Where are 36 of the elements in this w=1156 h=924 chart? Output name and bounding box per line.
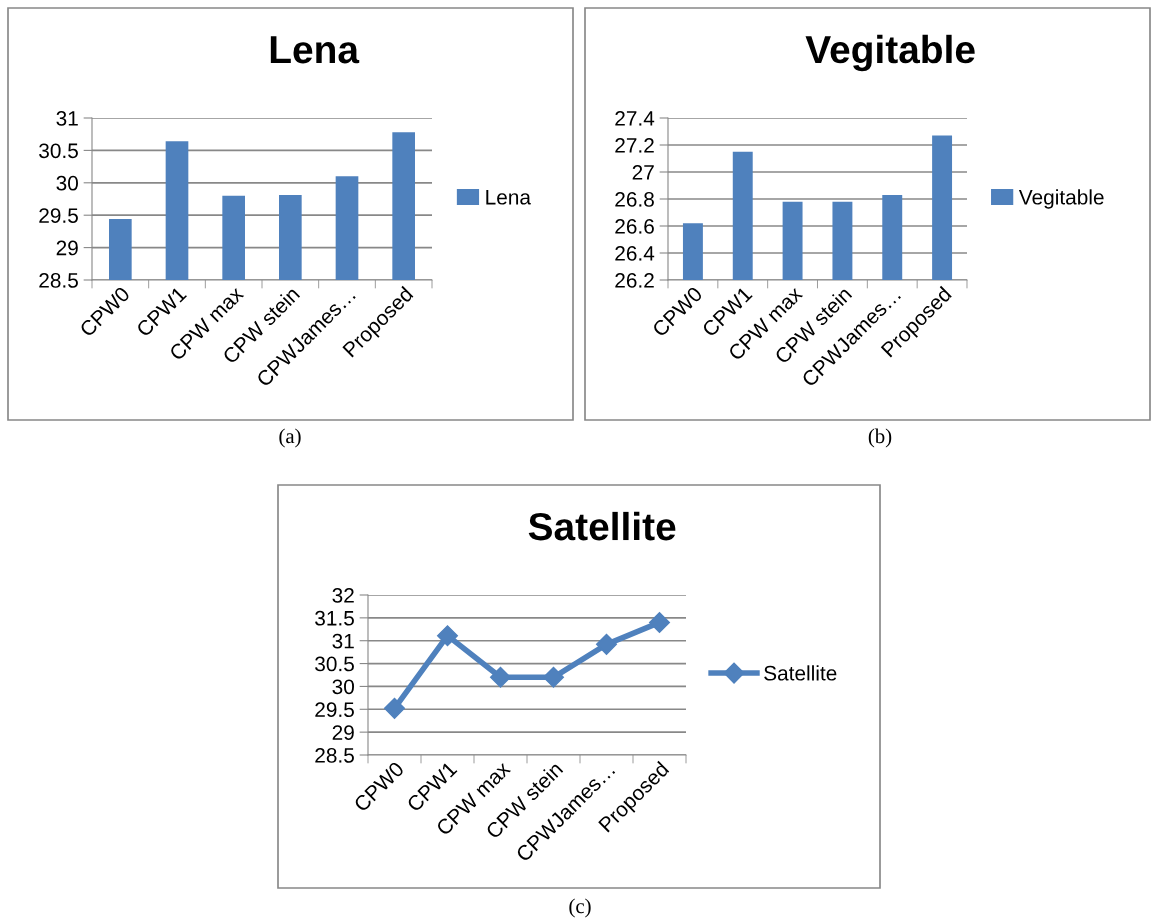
- y-tick-label: 29.5: [39, 208, 78, 223]
- chart-title: Vegitable: [805, 34, 975, 72]
- legend-label: Lena: [486, 190, 531, 205]
- y-tick-label: 28.5: [39, 273, 78, 288]
- y-tick-label: 26.8: [615, 192, 654, 207]
- legend-label: Satellite: [764, 665, 837, 681]
- text: (a): [279, 428, 301, 448]
- y-tick-label: 28.5: [315, 748, 354, 763]
- y-tick-label: 30.5: [315, 656, 354, 672]
- y-tick-label: 27: [632, 165, 654, 180]
- y-tick-label: 30: [56, 175, 78, 191]
- point: [648, 611, 671, 633]
- y-tick-label: 27.4: [615, 111, 655, 126]
- chart-title: Satellite: [528, 511, 676, 541]
- legend-label: Vegitable: [1018, 189, 1104, 209]
- point: [489, 666, 512, 688]
- y-tick-label: 31.5: [315, 610, 354, 626]
- y-tick-label: 29: [332, 725, 354, 740]
- point: [542, 666, 565, 688]
- point: [595, 633, 618, 655]
- text: (c): [569, 898, 591, 918]
- y-tick-label: 32: [332, 588, 354, 603]
- y-tick-label: 29.5: [315, 702, 354, 718]
- chart-title: Lena: [270, 36, 360, 64]
- y-tick-label: 27.2: [615, 138, 654, 153]
- point: [436, 625, 459, 647]
- text: (b): [868, 428, 892, 448]
- y-tick-label: 30.5: [39, 143, 78, 159]
- y-tick-label: 29: [56, 240, 78, 256]
- y-tick-label: 26.4: [615, 246, 655, 261]
- y-tick-label: 30: [332, 679, 354, 695]
- y-tick-label: 26.2: [615, 273, 654, 288]
- y-tick-label: 31: [56, 111, 78, 126]
- y-tick-label: 31: [332, 633, 354, 649]
- point: [383, 697, 406, 719]
- y-tick-label: 26.6: [615, 219, 654, 234]
